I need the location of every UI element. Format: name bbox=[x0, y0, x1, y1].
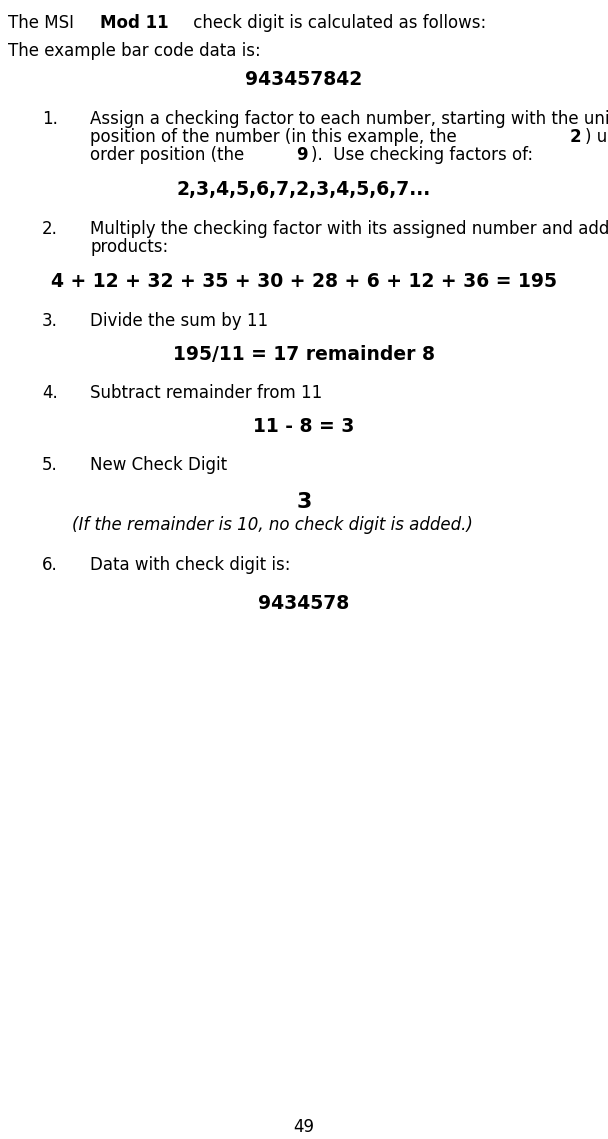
Text: (If the remainder is 10, no check digit is added.): (If the remainder is 10, no check digit … bbox=[72, 516, 473, 534]
Text: Subtract remainder from 11: Subtract remainder from 11 bbox=[90, 384, 322, 402]
Text: Divide the sum by 11: Divide the sum by 11 bbox=[90, 312, 268, 330]
Text: The MSI: The MSI bbox=[8, 14, 79, 32]
Text: 11 - 8 = 3: 11 - 8 = 3 bbox=[254, 417, 354, 436]
Text: 9: 9 bbox=[296, 146, 308, 164]
Text: Assign a checking factor to each number, starting with the units: Assign a checking factor to each number,… bbox=[90, 110, 608, 128]
Text: 3.: 3. bbox=[42, 312, 58, 330]
Text: 4 + 12 + 32 + 35 + 30 + 28 + 6 + 12 + 36 = 195: 4 + 12 + 32 + 35 + 30 + 28 + 6 + 12 + 36… bbox=[51, 272, 557, 290]
Text: Mod 11: Mod 11 bbox=[100, 14, 168, 32]
Text: check digit is calculated as follows:: check digit is calculated as follows: bbox=[188, 14, 487, 32]
Text: ) up to the highest: ) up to the highest bbox=[585, 128, 608, 146]
Text: Data with check digit is:: Data with check digit is: bbox=[90, 556, 291, 574]
Text: New Check Digit: New Check Digit bbox=[90, 456, 227, 474]
Text: The example bar code data is:: The example bar code data is: bbox=[8, 42, 261, 60]
Text: 943457842: 943457842 bbox=[246, 69, 362, 89]
Text: 3: 3 bbox=[296, 492, 312, 513]
Text: order position (the: order position (the bbox=[90, 146, 249, 164]
Text: 1.: 1. bbox=[42, 110, 58, 128]
Text: position of the number (in this example, the: position of the number (in this example,… bbox=[90, 128, 462, 146]
Text: Multiply the checking factor with its assigned number and add the: Multiply the checking factor with its as… bbox=[90, 220, 608, 238]
Text: products:: products: bbox=[90, 238, 168, 256]
Text: 6.: 6. bbox=[42, 556, 58, 574]
Text: 9434578: 9434578 bbox=[258, 595, 350, 613]
Text: 2.: 2. bbox=[42, 220, 58, 238]
Text: 2: 2 bbox=[570, 128, 582, 146]
Text: 4.: 4. bbox=[42, 384, 58, 402]
Text: 195/11 = 17 remainder 8: 195/11 = 17 remainder 8 bbox=[173, 345, 435, 364]
Text: ).  Use checking factors of:: ). Use checking factors of: bbox=[311, 146, 533, 164]
Text: 5.: 5. bbox=[42, 456, 58, 474]
Text: 49: 49 bbox=[294, 1118, 314, 1136]
Text: 2,3,4,5,6,7,2,3,4,5,6,7...: 2,3,4,5,6,7,2,3,4,5,6,7... bbox=[177, 180, 431, 199]
